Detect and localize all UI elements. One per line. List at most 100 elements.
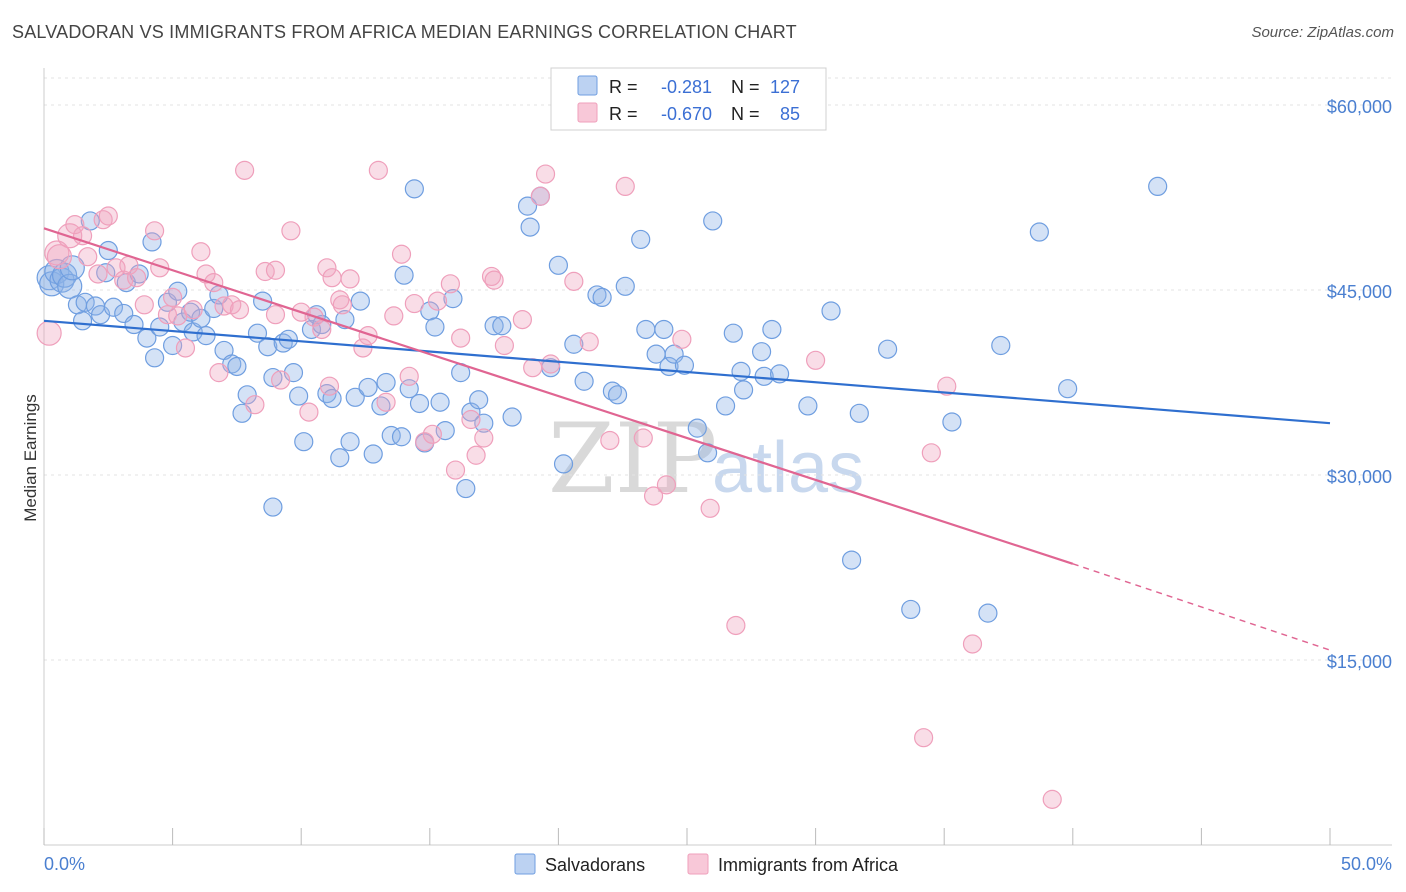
data-point-0-74 xyxy=(443,289,463,309)
data-point-1-32 xyxy=(265,260,286,280)
y-tick-label-2: $45,000 xyxy=(1327,282,1392,302)
data-point-1-84 xyxy=(937,376,957,396)
data-point-0-109 xyxy=(733,380,754,400)
data-point-0-118 xyxy=(878,339,898,359)
legend-bottom-label-africa: Immigrants from Africa xyxy=(718,855,899,875)
data-point-0-123 xyxy=(1029,222,1049,242)
data-point-1-39 xyxy=(312,319,332,340)
data-point-0-15 xyxy=(103,297,124,317)
data-point-0-84 xyxy=(520,217,540,237)
data-point-1-57 xyxy=(440,274,460,294)
data-point-1-22 xyxy=(191,242,211,262)
data-point-1-61 xyxy=(466,445,486,465)
data-point-0-47 xyxy=(289,386,309,406)
data-point-0-92 xyxy=(592,287,612,307)
data-point-1-33 xyxy=(265,305,286,325)
data-point-1-53 xyxy=(404,293,424,314)
y-tick-label-3: $60,000 xyxy=(1327,97,1392,117)
data-point-1-20 xyxy=(175,338,196,358)
data-point-0-36 xyxy=(227,356,247,377)
data-point-0-78 xyxy=(469,390,489,410)
data-point-0-40 xyxy=(253,291,273,311)
data-point-1-9 xyxy=(98,206,118,226)
data-point-0-116 xyxy=(842,550,862,570)
trend-line-0 xyxy=(43,319,1331,425)
data-point-0-60 xyxy=(363,444,383,464)
data-point-0-82 xyxy=(502,407,522,427)
data-point-1-60 xyxy=(461,409,481,430)
data-point-1-43 xyxy=(330,290,350,310)
data-point-1-71 xyxy=(564,271,584,291)
data-point-1-2 xyxy=(46,244,73,270)
data-point-1-59 xyxy=(451,328,471,348)
data-point-0-22 xyxy=(144,348,165,368)
data-point-1-66 xyxy=(512,310,532,330)
legend-r-label-1: R = xyxy=(609,77,638,97)
data-point-0-57 xyxy=(345,387,365,407)
data-point-0-107 xyxy=(723,323,743,343)
data-point-1-83 xyxy=(914,728,934,748)
data-point-1-8 xyxy=(93,210,113,230)
data-point-1-65 xyxy=(494,335,514,356)
data-point-1-30 xyxy=(245,395,265,415)
watermark: ZIP atlas xyxy=(548,403,864,515)
data-point-0-119 xyxy=(901,599,921,620)
data-point-0-122 xyxy=(991,335,1011,356)
data-point-1-15 xyxy=(144,221,165,241)
data-point-1-21 xyxy=(183,300,203,320)
data-point-0-106 xyxy=(715,396,736,416)
legend-swatch-africa xyxy=(577,102,598,123)
data-point-1-80 xyxy=(726,615,746,636)
data-point-1-29 xyxy=(235,160,255,180)
data-point-1-67 xyxy=(523,358,543,378)
trend-lines xyxy=(43,227,1331,651)
data-point-1-62 xyxy=(474,428,494,448)
legend-n-value-2: 85 xyxy=(780,104,800,124)
watermark-atlas: atlas xyxy=(712,428,864,508)
data-point-0-111 xyxy=(754,366,774,386)
data-point-1-76 xyxy=(643,486,664,506)
data-point-0-71 xyxy=(425,317,445,337)
data-point-1-58 xyxy=(445,460,466,480)
data-point-0-83 xyxy=(517,196,538,216)
legend-n-value-1: 127 xyxy=(770,77,800,97)
data-point-1-1 xyxy=(44,240,70,266)
data-point-0-114 xyxy=(798,396,818,416)
data-point-1-69 xyxy=(535,164,556,184)
data-point-0-68 xyxy=(409,393,430,414)
data-point-0-95 xyxy=(615,276,635,296)
data-point-1-72 xyxy=(579,332,599,352)
data-point-0-49 xyxy=(301,319,322,340)
data-point-0-105 xyxy=(703,211,723,231)
data-point-0-62 xyxy=(376,372,396,393)
data-point-1-64 xyxy=(484,270,504,290)
data-point-1-42 xyxy=(322,268,342,288)
y-axis-label: Median Earnings xyxy=(21,394,40,522)
watermark-zip: ZIP xyxy=(548,403,717,515)
data-point-0-67 xyxy=(404,179,424,199)
data-point-0-125 xyxy=(1148,176,1168,196)
legend-n-label-1: N = xyxy=(731,77,760,97)
data-point-1-37 xyxy=(299,402,319,422)
data-point-0-112 xyxy=(762,319,782,340)
chart-title: SALVADORAN VS IMMIGRANTS FROM AFRICA MED… xyxy=(12,22,797,42)
data-point-0-103 xyxy=(687,418,707,438)
data-point-1-54 xyxy=(415,432,435,452)
data-point-0-42 xyxy=(263,367,283,388)
x-tick-label-min: 0.0% xyxy=(44,854,85,874)
data-point-0-115 xyxy=(821,301,841,321)
data-point-0-65 xyxy=(394,265,414,285)
legend-bottom-swatch-africa xyxy=(687,853,709,875)
data-point-1-55 xyxy=(422,424,442,444)
data-point-0-88 xyxy=(553,454,574,474)
data-point-1-86 xyxy=(1042,789,1062,809)
data-point-1-16 xyxy=(150,258,170,278)
data-point-0-38 xyxy=(237,385,257,405)
data-point-0-61 xyxy=(371,396,391,416)
data-point-0-59 xyxy=(358,377,378,398)
data-point-0-64 xyxy=(391,427,412,447)
legend-series: Salvadorans Immigrants from Africa xyxy=(514,853,899,875)
data-point-0-80 xyxy=(484,316,504,336)
data-point-0-73 xyxy=(435,421,455,441)
data-point-1-77 xyxy=(656,475,677,495)
